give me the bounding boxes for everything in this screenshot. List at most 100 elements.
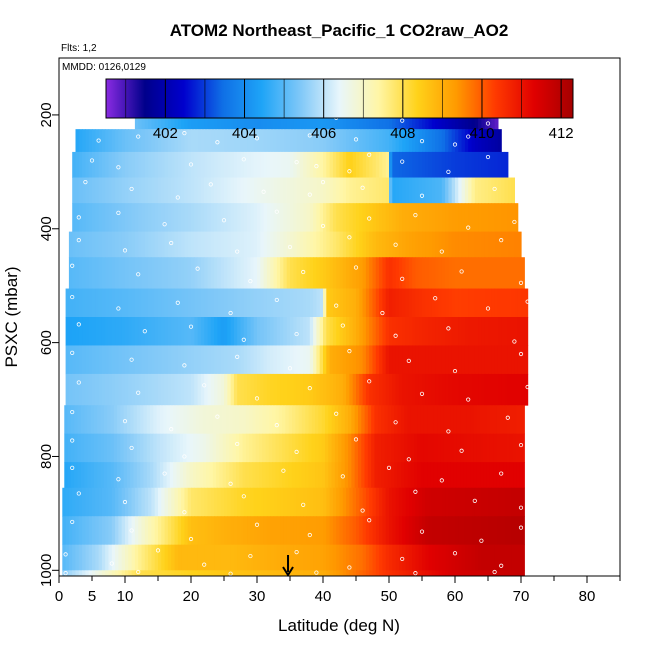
heatmap-cell — [332, 516, 337, 546]
heatmap-cell — [435, 288, 440, 318]
heatmap-cell — [237, 257, 242, 289]
heatmap-cell — [68, 373, 73, 406]
heatmap-cell — [382, 177, 387, 204]
heatmap-cell — [412, 177, 416, 204]
heatmap-cell — [323, 345, 327, 375]
heatmap-cell — [174, 177, 179, 204]
heatmap-cell — [425, 151, 430, 178]
heatmap-cell — [295, 462, 300, 489]
heatmap-cell — [247, 203, 251, 233]
heatmap-cell — [196, 462, 201, 489]
sample-point — [452, 142, 458, 147]
heatmap-cell — [210, 487, 215, 517]
heatmap-cell — [375, 345, 380, 375]
heatmap-cell — [389, 570, 393, 577]
heatmap-cell — [427, 433, 432, 463]
heatmap-cell — [282, 433, 286, 463]
heatmap-cell — [219, 433, 224, 463]
heatmap-cell — [461, 345, 466, 375]
heatmap-cell — [484, 487, 489, 517]
heatmap-cell — [303, 288, 308, 318]
sample-point — [248, 279, 253, 284]
sample-point — [188, 324, 194, 329]
heatmap-cell — [385, 570, 390, 577]
heatmap-cell — [339, 570, 344, 577]
heatmap-cell — [384, 405, 389, 435]
heatmap-cell — [488, 570, 492, 577]
heatmap-cell — [199, 462, 204, 489]
heatmap-cell — [339, 317, 344, 346]
heatmap-cell — [270, 345, 275, 375]
heatmap-cell — [326, 231, 331, 258]
heatmap-cell — [220, 345, 225, 375]
heatmap-cell — [263, 288, 268, 318]
heatmap-cell — [494, 516, 499, 546]
heatmap-cell — [484, 516, 489, 546]
heatmap-cell — [191, 570, 195, 577]
heatmap-cell — [134, 231, 139, 258]
heatmap-cell — [466, 405, 471, 435]
heatmap-cell — [283, 516, 288, 546]
heatmap-cell — [389, 129, 393, 153]
heatmap-cell — [395, 288, 400, 318]
heatmap-cell — [280, 345, 284, 375]
heatmap-cell — [382, 129, 387, 153]
heatmap-cell — [303, 129, 308, 153]
sample-point — [182, 131, 187, 136]
heatmap-cell — [276, 373, 281, 406]
heatmap-cell — [395, 177, 400, 204]
heatmap-cell — [266, 373, 271, 406]
heatmap-cell — [247, 345, 251, 375]
heatmap-cell — [87, 405, 92, 435]
heatmap-cell — [514, 257, 519, 289]
heatmap-cell — [210, 516, 215, 546]
heatmap-cell — [121, 373, 126, 406]
heatmap-cell — [291, 462, 296, 489]
heatmap-cell — [356, 257, 360, 289]
heatmap-cell — [184, 177, 189, 204]
heatmap-cell — [230, 317, 235, 346]
heatmap-cell — [148, 317, 152, 346]
heatmap-cell — [266, 317, 271, 346]
colorbar-rect — [105, 78, 574, 119]
heatmap-cell — [197, 373, 202, 406]
heatmap-cell — [344, 405, 349, 435]
heatmap-cell — [100, 462, 105, 489]
heatmap-cell — [468, 570, 473, 577]
heatmap-cell — [323, 516, 327, 546]
heatmap-cell — [405, 544, 410, 571]
heatmap-cell — [227, 231, 232, 258]
heatmap-cell — [298, 462, 303, 489]
heatmap-cell — [270, 177, 275, 204]
sample-point — [314, 164, 319, 169]
heatmap-cell — [445, 570, 449, 577]
heatmap-cell — [400, 405, 405, 435]
heatmap-cell — [108, 516, 113, 546]
heatmap-cell — [164, 570, 169, 577]
heatmap-cell — [418, 373, 423, 406]
heatmap-cell — [402, 177, 407, 204]
heatmap-cell — [78, 317, 83, 346]
heatmap-cell — [105, 544, 110, 571]
heatmap-row — [75, 129, 502, 153]
sample-point — [294, 549, 299, 555]
heatmap-cell — [158, 177, 162, 204]
heatmap-cell — [227, 516, 232, 546]
heatmap-cell — [224, 203, 228, 233]
heatmap-cell — [494, 544, 499, 571]
heatmap-cell — [448, 487, 453, 517]
heatmap-cell — [171, 373, 176, 406]
sample-point — [241, 337, 246, 342]
heatmap-cell — [212, 405, 217, 435]
heatmap-cell — [240, 487, 245, 517]
heatmap-cell — [408, 516, 413, 546]
heatmap-cell — [324, 405, 329, 435]
heatmap-cell — [121, 288, 126, 318]
heatmap-cell — [250, 570, 255, 577]
heatmap-cell — [92, 570, 96, 577]
heatmap-cell — [144, 177, 149, 204]
heatmap-cell — [98, 288, 103, 318]
heatmap-cell — [276, 231, 281, 258]
heatmap-cell — [478, 345, 482, 375]
sample-point — [274, 209, 279, 214]
